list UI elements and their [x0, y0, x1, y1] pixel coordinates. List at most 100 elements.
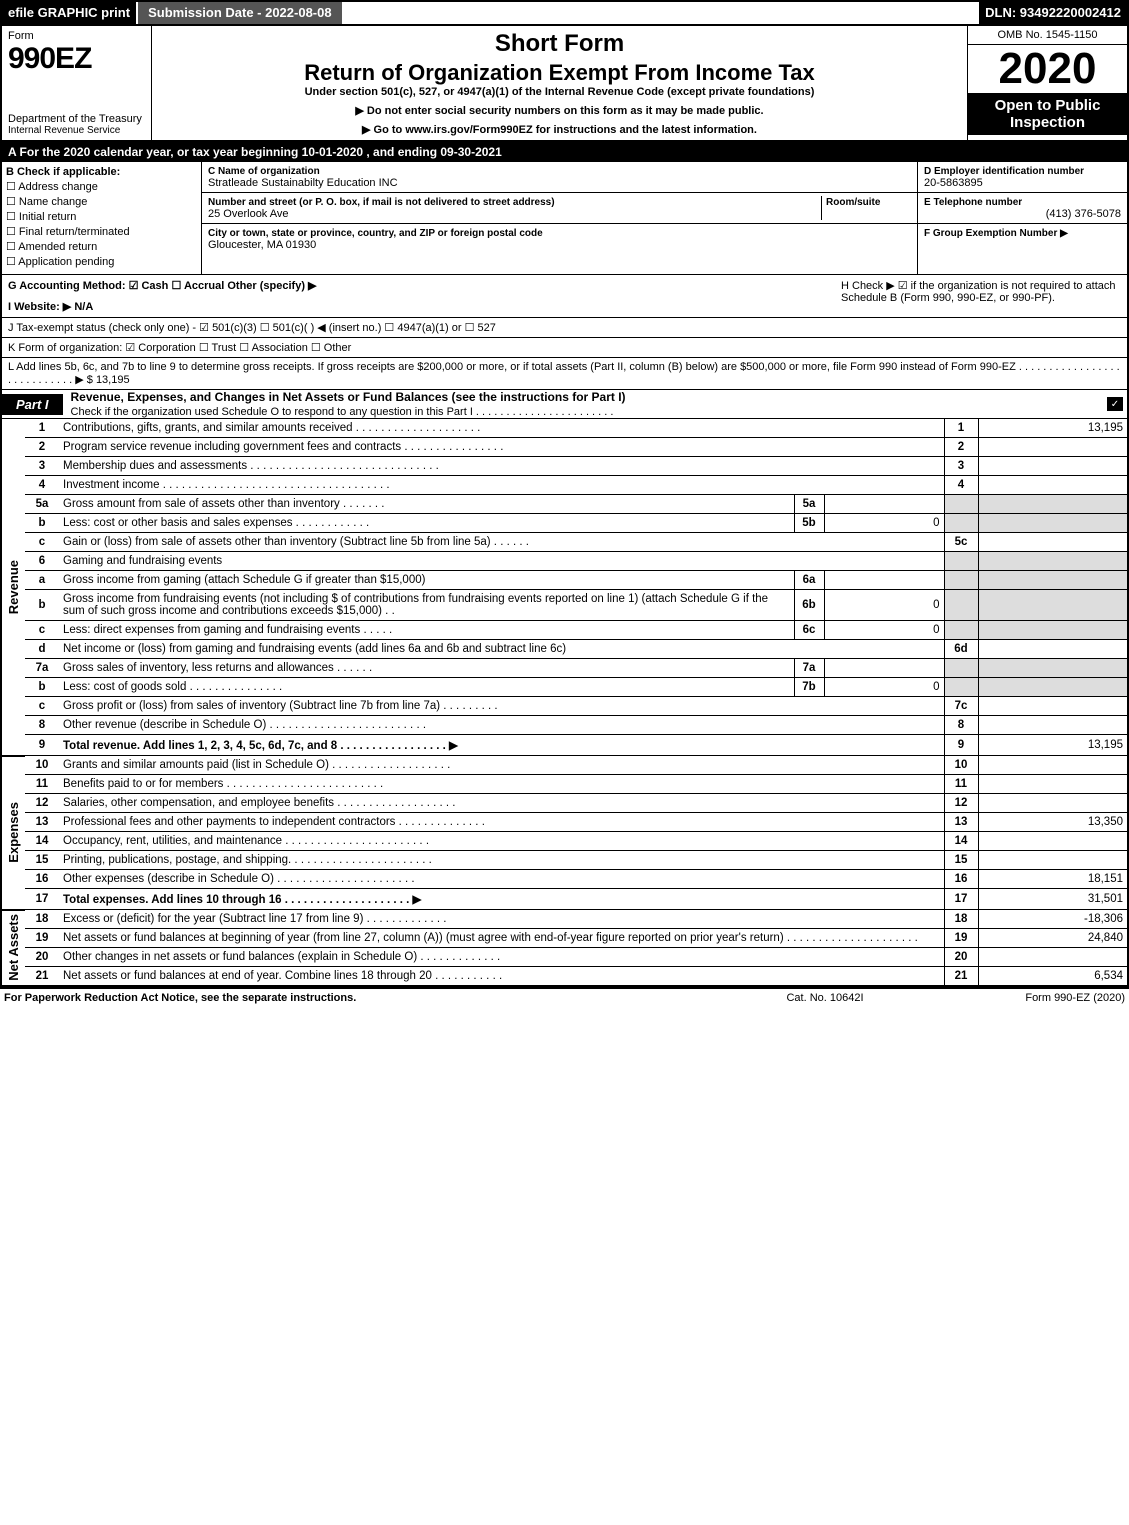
l21-num: 21 — [25, 967, 59, 987]
l5b-amt — [978, 514, 1128, 533]
submission-date: Submission Date - 2022-08-08 — [136, 2, 342, 24]
l1-desc: Contributions, gifts, grants, and simila… — [59, 419, 944, 438]
open-to-public: Open to Public Inspection — [968, 93, 1127, 135]
l5a-sl: 5a — [794, 495, 824, 514]
l10-ref: 10 — [944, 756, 978, 775]
l11-ref: 11 — [944, 775, 978, 794]
l10-amt — [978, 756, 1128, 775]
l18-num: 18 — [25, 910, 59, 929]
l19-ref: 19 — [944, 929, 978, 948]
l3-desc: Membership dues and assessments . . . . … — [59, 457, 944, 476]
l21-ref: 21 — [944, 967, 978, 987]
return-title: Return of Organization Exempt From Incom… — [162, 60, 957, 86]
l5c-amt — [978, 533, 1128, 552]
l5a-sv — [824, 495, 944, 514]
no-ssn-notice: ▶ Do not enter social security numbers o… — [162, 104, 957, 117]
l8-amt — [978, 716, 1128, 735]
l21-desc: Net assets or fund balances at end of ye… — [59, 967, 944, 987]
l7b-desc: Less: cost of goods sold . . . . . . . .… — [59, 678, 794, 697]
header-center: Short Form Return of Organization Exempt… — [152, 26, 967, 140]
l6-num: 6 — [25, 552, 59, 571]
l6d-amt — [978, 640, 1128, 659]
l7b-amt — [978, 678, 1128, 697]
part1-check-icon[interactable]: ✓ — [1107, 397, 1123, 411]
l12-ref: 12 — [944, 794, 978, 813]
l20-ref: 20 — [944, 948, 978, 967]
phone: (413) 376-5078 — [924, 208, 1121, 220]
l15-num: 15 — [25, 851, 59, 870]
l5a-num: 5a — [25, 495, 59, 514]
l7c-amt — [978, 697, 1128, 716]
l6c-num: c — [25, 621, 59, 640]
l6a-sl: 6a — [794, 571, 824, 590]
check-address[interactable]: ☐ Address change — [6, 180, 197, 193]
l13-amt: 13,350 — [978, 813, 1128, 832]
room-label: Room/suite — [826, 197, 880, 208]
l5a-desc: Gross amount from sale of assets other t… — [59, 495, 794, 514]
form-number: 990EZ — [8, 42, 145, 76]
dept-label: Department of the Treasury — [8, 113, 145, 125]
l3-ref: 3 — [944, 457, 978, 476]
b-label: B Check if applicable: — [6, 166, 197, 178]
l14-desc: Occupancy, rent, utilities, and maintena… — [59, 832, 944, 851]
l6b-desc: Gross income from fundraising events (no… — [59, 590, 794, 621]
l6b-num: b — [25, 590, 59, 621]
l10-num: 10 — [25, 756, 59, 775]
street: 25 Overlook Ave — [208, 208, 289, 220]
l16-amt: 18,151 — [978, 870, 1128, 889]
omb-number: OMB No. 1545-1150 — [968, 26, 1127, 45]
form-header: Form 990EZ Department of the Treasury In… — [0, 26, 1129, 142]
l3-amt — [978, 457, 1128, 476]
revenue-sidebar: Revenue — [6, 560, 21, 614]
page-footer: For Paperwork Reduction Act Notice, see … — [0, 987, 1129, 1007]
l6d-ref: 6d — [944, 640, 978, 659]
l18-ref: 18 — [944, 910, 978, 929]
l4-amt — [978, 476, 1128, 495]
l5b-sv: 0 — [824, 514, 944, 533]
h-check: H Check ▶ ☑ if the organization is not r… — [841, 279, 1121, 313]
l9-desc: Total revenue. Add lines 1, 2, 3, 4, 5c,… — [59, 735, 944, 756]
header-right: OMB No. 1545-1150 2020 Open to Public In… — [967, 26, 1127, 140]
check-pending[interactable]: ☐ Application pending — [6, 255, 197, 268]
l8-desc: Other revenue (describe in Schedule O) .… — [59, 716, 944, 735]
footer-right: Form 990-EZ (2020) — [925, 992, 1125, 1004]
l6a-num: a — [25, 571, 59, 590]
topbar-spacer — [342, 2, 980, 24]
check-name[interactable]: ☐ Name change — [6, 195, 197, 208]
efile-label: efile GRAPHIC print — [2, 2, 136, 24]
l6a-ref — [944, 571, 978, 590]
l13-ref: 13 — [944, 813, 978, 832]
l9-ref: 9 — [944, 735, 978, 756]
l5c-desc: Gain or (loss) from sale of assets other… — [59, 533, 944, 552]
d-label: D Employer identification number — [924, 166, 1084, 177]
l16-ref: 16 — [944, 870, 978, 889]
i-website: I Website: ▶ N/A — [8, 300, 841, 313]
footer-center: Cat. No. 10642I — [725, 992, 925, 1004]
l9-amt: 13,195 — [978, 735, 1128, 756]
l20-num: 20 — [25, 948, 59, 967]
l6a-sv — [824, 571, 944, 590]
l2-amt — [978, 438, 1128, 457]
l16-desc: Other expenses (describe in Schedule O) … — [59, 870, 944, 889]
l6b-sv: 0 — [824, 590, 944, 621]
l6-desc: Gaming and fundraising events — [59, 552, 944, 571]
check-final[interactable]: ☐ Final return/terminated — [6, 225, 197, 238]
l17-desc: Total expenses. Add lines 10 through 16 … — [59, 889, 944, 910]
l6c-sl: 6c — [794, 621, 824, 640]
l-amount: 13,195 — [96, 374, 130, 386]
l7a-num: 7a — [25, 659, 59, 678]
check-initial[interactable]: ☐ Initial return — [6, 210, 197, 223]
top-bar: efile GRAPHIC print Submission Date - 20… — [0, 0, 1129, 26]
l1-ref: 1 — [944, 419, 978, 438]
l2-ref: 2 — [944, 438, 978, 457]
l6-ref — [944, 552, 978, 571]
k-form-org: K Form of organization: ☑ Corporation ☐ … — [0, 338, 1129, 358]
l6b-sl: 6b — [794, 590, 824, 621]
gh-row: G Accounting Method: ☑ Cash ☐ Accrual Ot… — [0, 275, 1129, 318]
l8-num: 8 — [25, 716, 59, 735]
dln-label: DLN: 93492220002412 — [979, 2, 1127, 24]
check-amended[interactable]: ☐ Amended return — [6, 240, 197, 253]
l6d-desc: Net income or (loss) from gaming and fun… — [59, 640, 944, 659]
l2-desc: Program service revenue including govern… — [59, 438, 944, 457]
l19-num: 19 — [25, 929, 59, 948]
